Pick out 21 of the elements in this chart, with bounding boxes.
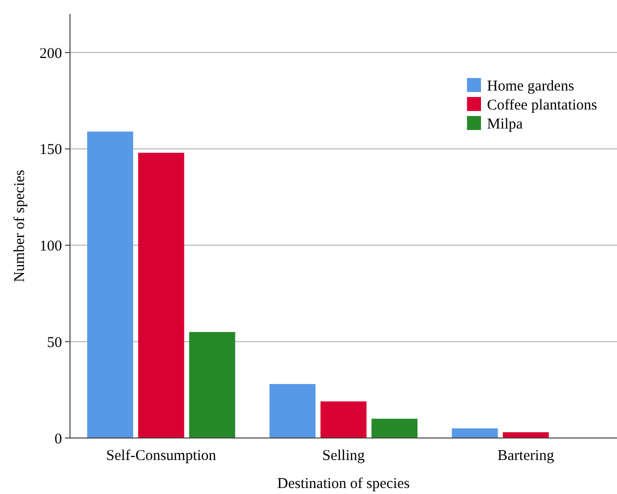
y-tick-label: 200: [40, 46, 62, 62]
bar: [87, 132, 134, 438]
x-tick-label: Self-Consumption: [106, 448, 217, 464]
x-tick-label: Bartering: [498, 448, 555, 464]
bar: [270, 384, 316, 438]
x-tick-label: Selling: [322, 448, 366, 464]
y-axis-title: Number of species: [12, 170, 28, 282]
legend-label: Milpa: [487, 116, 524, 132]
y-tick-label: 50: [47, 334, 62, 351]
bar: [372, 418, 418, 438]
legend-label: Home gardens: [487, 78, 574, 94]
bar: [138, 152, 184, 438]
bar: [502, 432, 549, 438]
bar: [320, 401, 366, 438]
bar: [189, 332, 236, 438]
y-tick-label: 100: [40, 238, 62, 255]
y-tick-label: 150: [40, 142, 62, 158]
y-tick-label: 0: [54, 431, 62, 448]
bar: [452, 428, 498, 438]
legend-label: Coffee plantations: [487, 97, 598, 114]
x-axis-title: Destination of species: [277, 476, 410, 492]
